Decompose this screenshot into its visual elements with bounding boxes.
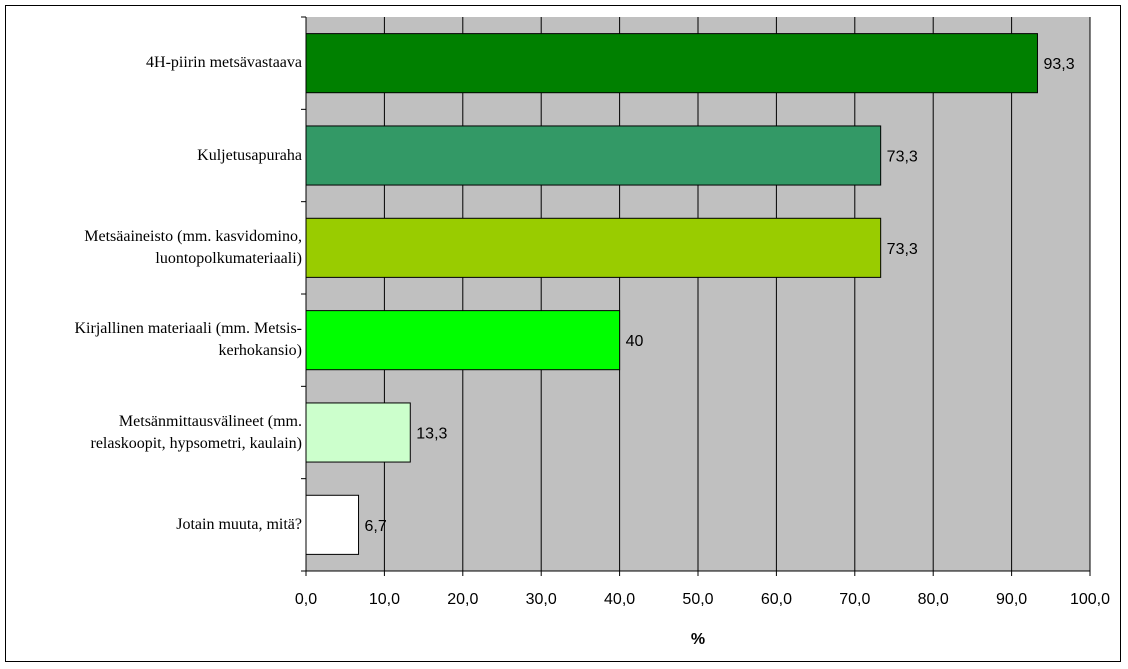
bar <box>305 494 360 555</box>
data-label: 40 <box>626 333 644 350</box>
x-tick-label: 30,0 <box>526 591 557 608</box>
bar <box>305 217 882 278</box>
x-tick-label: 50,0 <box>682 591 713 608</box>
category-label-line: relaskoopit, hypsometri, kaulain) <box>90 434 302 452</box>
data-label: 6,7 <box>365 518 387 535</box>
category-label-line: Kuljetusapuraha <box>197 146 302 164</box>
bar-chart: 93,3 73,3 73,3 40 13,3 6,7 0,0 10,0 20,0 30,0 40,0… <box>295 16 1110 648</box>
category-label: Metsäaineisto (mm. kasvidomino, luontopol… <box>14 226 302 270</box>
category-label-line: 4H-piirin metsävastaava <box>146 54 302 72</box>
category-label-line: Jotain muuta, mitä? <box>176 515 302 533</box>
data-label: 73,3 <box>887 241 918 258</box>
category-label: 4H-piirin metsävastaava <box>14 52 302 74</box>
data-label: 93,3 <box>1043 56 1074 73</box>
x-tick-label: 40,0 <box>604 591 635 608</box>
x-tick-label: 60,0 <box>761 591 792 608</box>
category-label: Jotain muuta, mitä? <box>14 514 302 536</box>
category-label: Kirjallinen materiaali (mm. Metsis-kerho… <box>14 318 303 362</box>
bar <box>305 310 621 371</box>
data-label: 73,3 <box>887 149 918 166</box>
x-axis-title: % <box>691 631 705 648</box>
x-tick-label: 10,0 <box>369 591 400 608</box>
x-tick-label: 80,0 <box>918 591 949 608</box>
category-label: Metsänmittausvälineet (mm. relaskoopit, h… <box>14 411 302 455</box>
x-tick-label: 70,0 <box>839 591 870 608</box>
x-tick-label: 100,0 <box>1070 591 1110 608</box>
data-label: 13,3 <box>416 426 447 443</box>
category-label-line: Kirjallinen materiaali (mm. Metsis- <box>74 320 303 338</box>
bar <box>305 402 411 463</box>
category-label: Kuljetusapuraha <box>14 145 302 167</box>
x-tick-label: 20,0 <box>447 591 478 608</box>
bar <box>305 125 882 186</box>
bar <box>305 33 1038 94</box>
category-label-line: Metsänmittausvälineet (mm. <box>118 412 302 430</box>
category-label-line: luontopolkumateriaali) <box>155 249 302 267</box>
x-tick-label: 90,0 <box>996 591 1027 608</box>
x-tick-label: 0,0 <box>295 591 317 608</box>
category-label-line: Metsäaineisto (mm. kasvidomino, <box>84 227 302 245</box>
category-label-line: kerhokansio) <box>218 342 302 360</box>
chart-frame: 93,3 73,3 73,3 40 13,3 6,7 0,0 10,0 20,0 30,0 40,0… <box>5 5 1121 662</box>
